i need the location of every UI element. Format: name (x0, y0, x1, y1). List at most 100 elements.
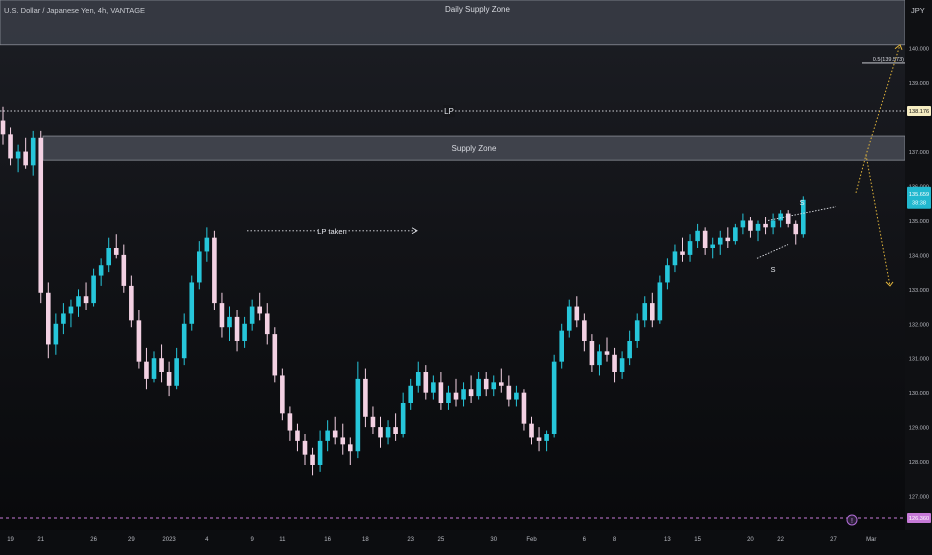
y-tick-label: 137.000 (909, 150, 929, 156)
candle-body (597, 351, 602, 366)
x-tick-label: 8 (613, 537, 617, 543)
candle-body (310, 454, 315, 465)
candle-body (370, 416, 376, 428)
candle-body (212, 237, 217, 304)
candle-body (763, 223, 768, 228)
x-tick-label: 29 (128, 537, 135, 543)
candle-body (272, 334, 278, 376)
candle-body (189, 282, 195, 324)
y-tick-label: 135.000 (909, 219, 929, 225)
x-tick-label: 15 (694, 537, 701, 543)
x-tick-label: 21 (37, 537, 44, 543)
candle-body (582, 320, 587, 341)
candle-body (340, 437, 346, 445)
candle-body (657, 282, 663, 321)
candle-body (687, 241, 693, 255)
candle-body (755, 223, 761, 231)
x-tick-label: Mar (866, 537, 876, 543)
lp-taken-label-bg (318, 224, 346, 236)
lp-taken-label: LP taken (317, 227, 346, 236)
candle-body (106, 248, 111, 266)
candle-body (348, 444, 353, 452)
candle-body (574, 306, 580, 321)
zone-label-0: Daily Supply Zone (445, 5, 510, 14)
candle-body (702, 230, 708, 248)
candle-body (415, 372, 421, 386)
candle-body (793, 223, 799, 235)
candle-body (785, 213, 791, 224)
candle-body (317, 440, 323, 465)
candle-body (121, 254, 127, 286)
candle-body (393, 427, 398, 434)
x-tick-label: 25 (438, 537, 445, 543)
candle-body (491, 382, 497, 390)
candle-body (227, 316, 232, 328)
candle-body (166, 372, 172, 386)
overlays-layer: LP taken S S 0.5(139.573)! (247, 43, 906, 526)
time-axis[interactable]: 19 21 26 29 2023 4 9 11 16 18 23 25 30 Feb 6 8 13 15 20 22 2… (0, 530, 932, 550)
level-label-0: LP (444, 107, 454, 116)
projection-down-path (865, 154, 891, 286)
x-tick-label: 30 (490, 537, 497, 543)
y-tick-label: 131.000 (909, 357, 929, 363)
candle-body (748, 220, 753, 231)
fib-label: 0.5(139.573) (873, 57, 904, 63)
candles-layer (0, 106, 806, 476)
x-tick-label: 18 (362, 537, 369, 543)
candle-body (151, 358, 157, 379)
candle-body (461, 389, 466, 400)
candle-body (733, 227, 738, 242)
candle-body (8, 134, 13, 159)
candle-body (174, 358, 179, 386)
candle-body (302, 440, 308, 455)
level-label-bg-0 (443, 105, 455, 118)
y-tick-label: 130.000 (909, 391, 929, 397)
x-tick-label: Feb (526, 537, 537, 543)
y-tick-label: 134.000 (909, 253, 929, 259)
event-badge-label: ! (851, 518, 853, 525)
candle-body (476, 378, 481, 397)
candle-body (363, 378, 368, 417)
candle-body (778, 213, 783, 221)
candle-body (280, 375, 285, 414)
candle-body (181, 323, 187, 359)
candle-body (529, 423, 534, 438)
candle-body (159, 358, 164, 372)
candle-body (287, 413, 293, 431)
candle-body (468, 389, 474, 397)
s-bottom-line (756, 244, 789, 259)
y-tick-label: 140.000 (909, 47, 929, 53)
x-tick-label: 2023 (162, 537, 176, 543)
low-price-tag-bg (907, 513, 931, 524)
candle-body (332, 430, 338, 438)
candle-body (650, 303, 655, 321)
s-top-label: S (799, 198, 804, 207)
candle-body (249, 306, 255, 324)
price-axis[interactable]: 127.000 128.000 129.000 130.000 131.000 132.0… (905, 0, 932, 550)
x-tick-label: 20 (747, 537, 754, 543)
candle-body (68, 306, 74, 314)
candle-body (499, 382, 504, 386)
candle-body (634, 320, 640, 341)
candle-body (136, 320, 142, 362)
projection-up-arrowhead (894, 43, 903, 50)
candle-body (400, 403, 406, 434)
x-tick-label: 22 (777, 537, 784, 543)
levels-layer: LP (0, 105, 905, 519)
y-tick-label: 139.000 (909, 81, 929, 87)
candle-body (98, 265, 104, 276)
candle-body (431, 382, 436, 393)
candle-body (242, 323, 247, 341)
candle-body (76, 296, 81, 307)
y-tick-label: 129.000 (909, 426, 929, 432)
current-price-tag-bg (907, 186, 931, 209)
countdown-tag: 38:38 (912, 201, 926, 207)
candle-body (514, 392, 519, 400)
time-axis-bg (0, 530, 932, 550)
candle-body (604, 351, 610, 355)
candle-body (559, 330, 564, 362)
currency-label: JPY (911, 6, 925, 15)
candle-body (665, 265, 670, 283)
candle-body (83, 296, 89, 304)
